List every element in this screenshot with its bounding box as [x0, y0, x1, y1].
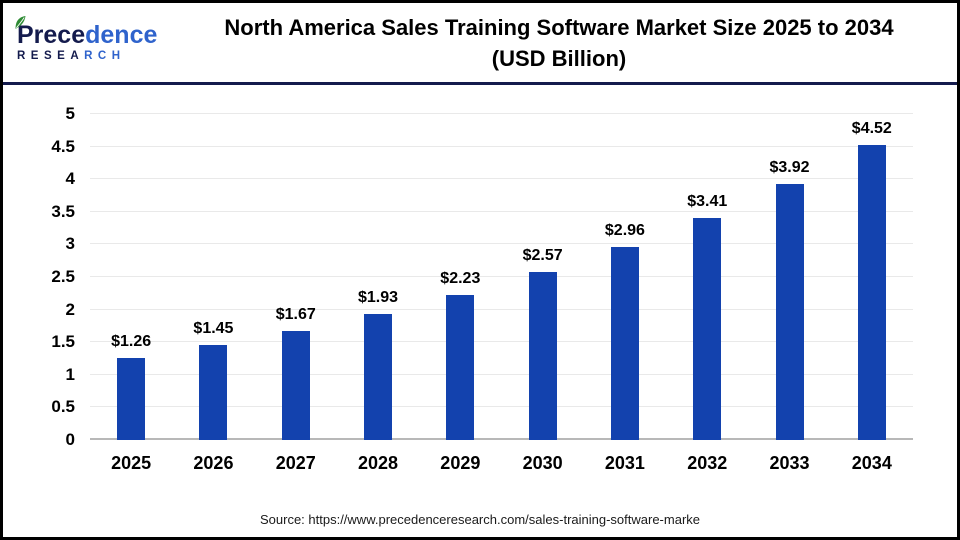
bar-value-label: $4.52 [851, 120, 892, 138]
y-axis-tick-label: 0 [65, 430, 75, 449]
x-axis-label: 2033 [769, 453, 810, 473]
bar-2034 [857, 145, 886, 440]
gridline [90, 210, 913, 212]
bar-value-label: $1.93 [358, 289, 399, 307]
y-axis-tick-label: 4.5 [51, 136, 75, 156]
gridline [90, 373, 913, 375]
gridline [90, 113, 913, 114]
y-axis-tick-label: 4 [65, 169, 75, 189]
x-axis-label: 2025 [111, 453, 152, 473]
header: Precedence RESEARCH North America Sales … [3, 3, 957, 85]
bar-2029 [446, 294, 475, 440]
x-axis-label: 2028 [358, 453, 399, 473]
bar-slot: $2.23 2029 [419, 114, 501, 473]
bar-2032 [693, 217, 722, 440]
bar-2028 [364, 314, 393, 440]
x-axis-label: 2027 [275, 453, 316, 473]
bar-slot: $1.26 2025 [90, 114, 172, 473]
y-axis-tick-label: 3.5 [51, 201, 75, 221]
gridline [90, 341, 913, 343]
gridline [90, 145, 913, 147]
bar-2033 [775, 184, 804, 440]
bar-slot: $1.45 2026 [172, 114, 254, 473]
bar-value-label: $1.67 [275, 306, 316, 324]
bar-value-label: $3.92 [769, 159, 810, 177]
bar-slot: $4.52 2034 [831, 114, 913, 473]
y-axis-tick-label: 2 [65, 299, 75, 319]
bar-value-label: $1.45 [193, 320, 234, 338]
gridline [90, 308, 913, 310]
chart-title-line1: North America Sales Training Software Ma… [224, 14, 894, 40]
leaf-icon [15, 15, 26, 29]
bar-slot: $2.57 2030 [501, 114, 583, 473]
chart-region: $1.26 2025 $1.45 2026 $1.67 2027 $1.93 2028 $2.2… [3, 85, 957, 537]
x-axis-label: 2032 [687, 453, 728, 473]
chart-title-line2: (USD Billion) [491, 45, 627, 71]
plot-area: $1.26 2025 $1.45 2026 $1.67 2027 $1.93 2028 $2.2… [51, 104, 913, 473]
gridline [90, 243, 913, 245]
logo-brand-text: Precedence [17, 20, 167, 49]
gridline [90, 406, 913, 408]
bar-slot: $3.92 2033 [748, 114, 830, 473]
source-attribution: Source: https://www.precedenceresearch.c… [259, 512, 700, 527]
bar-slot: $3.41 2032 [666, 114, 748, 473]
precedence-research-logo: Precedence RESEARCH [3, 15, 167, 63]
bar-2027 [281, 331, 310, 440]
bar-2025 [117, 357, 146, 440]
bars-container: $1.26 2025 $1.45 2026 $1.67 2027 $1.93 2028 $2.2… [90, 114, 913, 473]
bar-2026 [199, 345, 228, 440]
x-axis-label: 2030 [522, 453, 563, 473]
bar-slot: $1.67 2027 [255, 114, 337, 473]
bar-slot: $1.93 2028 [337, 114, 419, 473]
gridline [90, 178, 913, 180]
logo-brand-blue: dence [85, 20, 158, 49]
y-axis-tick-label: 0.5 [51, 397, 75, 417]
bar-slot: $2.96 2031 [584, 114, 666, 473]
logo-subtitle-dark: RESEA [17, 49, 85, 62]
x-axis-label: 2034 [851, 453, 892, 473]
y-axis-tick-label: 2.5 [51, 267, 75, 286]
y-axis-tick-label: 1.5 [51, 332, 75, 352]
x-axis-line [90, 438, 913, 440]
logo-brand-dark: Prece [17, 20, 86, 49]
bar-value-label: $1.26 [111, 332, 152, 350]
bar-value-label: $2.96 [604, 222, 645, 240]
bar-value-label: $2.57 [522, 247, 563, 265]
x-axis-label: 2029 [440, 453, 481, 473]
logo-subtitle-text: RESEARCH [17, 49, 167, 63]
x-axis-label: 2031 [604, 453, 645, 473]
gridline [90, 276, 913, 277]
y-axis-tick-label: 5 [65, 104, 75, 123]
bar-value-label: $3.41 [687, 192, 728, 210]
x-axis-label: 2026 [193, 453, 234, 473]
logo-subtitle-blue: RCH [84, 49, 126, 62]
chart-title: North America Sales Training Software Ma… [167, 12, 957, 74]
bar-2031 [610, 247, 639, 440]
bar-value-label: $2.23 [440, 269, 481, 287]
bar-2030 [528, 272, 557, 440]
y-axis-tick-label: 3 [65, 234, 75, 254]
y-axis-tick-label: 1 [65, 364, 75, 384]
